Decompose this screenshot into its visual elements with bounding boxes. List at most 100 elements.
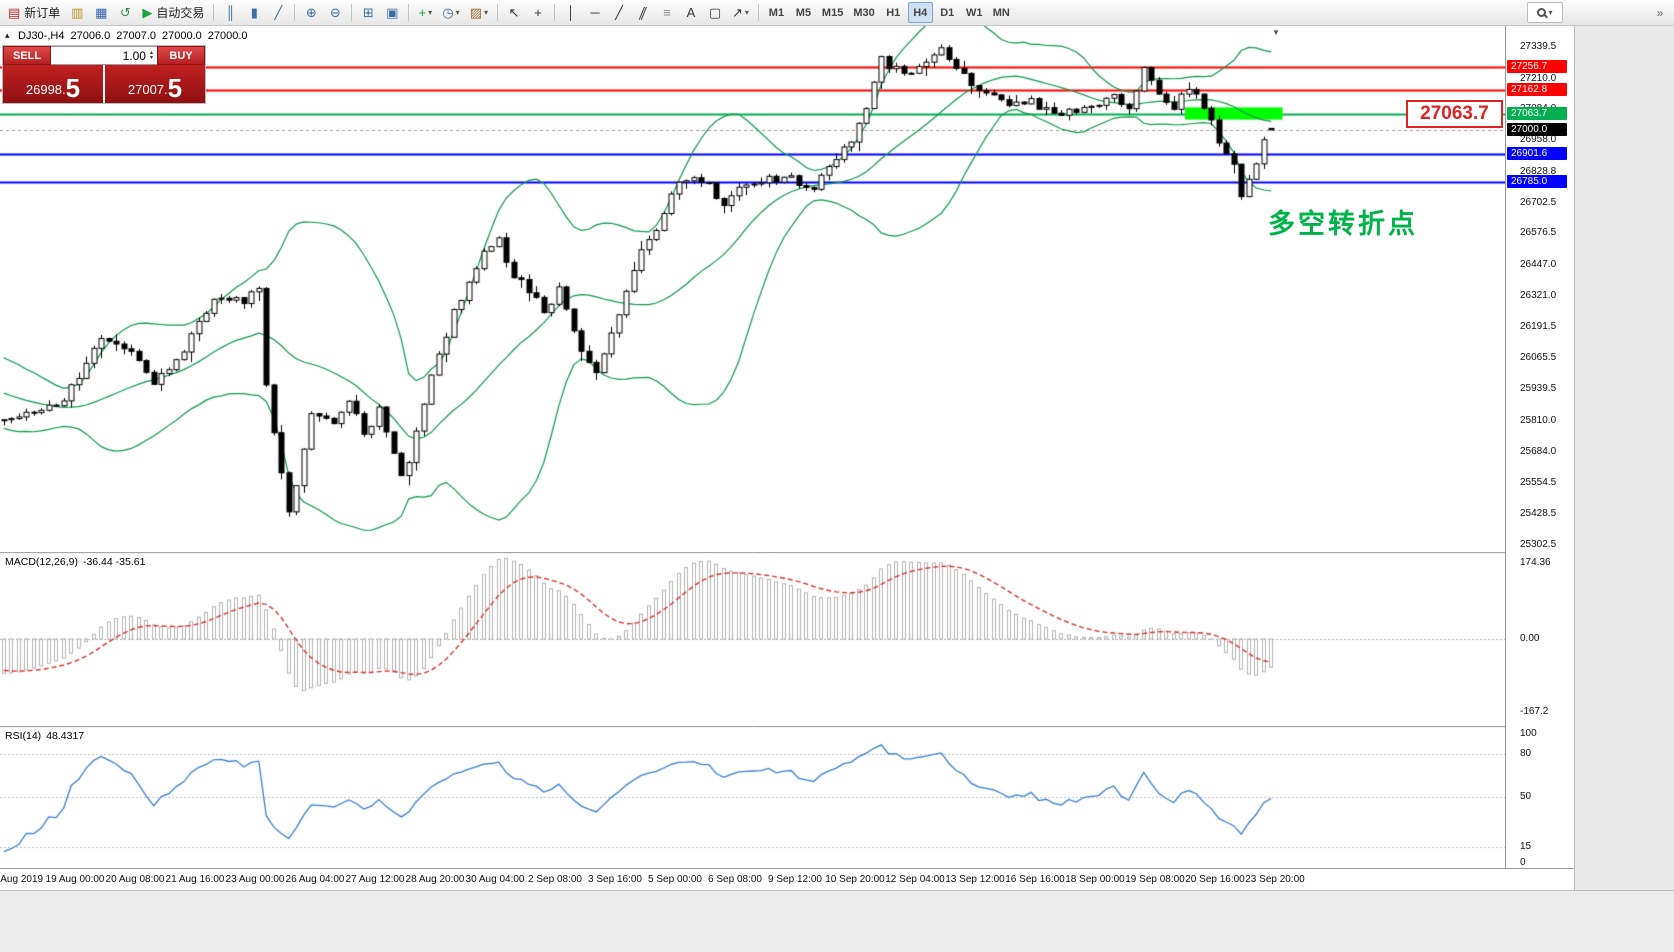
rsi-axis-label: 100 <box>1520 728 1537 739</box>
volume-value: 1.00 <box>122 48 146 63</box>
spin-up-icon[interactable]: ▴ <box>149 49 153 56</box>
trendline-icon: ╱ <box>615 5 623 20</box>
new-order-button[interactable]: ▤ 新订单 <box>4 2 64 23</box>
tile-windows-icon: ⊞ <box>362 5 374 20</box>
rsi-separator[interactable] <box>0 724 1505 728</box>
tile-windows-button[interactable]: ⊞ <box>357 2 379 23</box>
main-chart-canvas[interactable] <box>0 26 1505 552</box>
timeframe-h1-button[interactable]: H1 <box>886 6 901 19</box>
rsi-panel-canvas[interactable] <box>0 726 1505 868</box>
sell-price-big: 5 <box>65 72 81 103</box>
price-callout-label[interactable]: 27063.7 <box>1406 100 1503 128</box>
time-axis-label: 20 Sep 16:00 <box>1185 874 1245 885</box>
search-icon <box>1537 8 1547 17</box>
macd-panel-canvas[interactable] <box>0 552 1505 726</box>
toolbar-overflow-button[interactable]: » <box>1656 5 1664 20</box>
price-axis-label: 26321.0 <box>1520 289 1557 301</box>
autotrading-button[interactable]: ▶ 自动交易 <box>138 2 208 23</box>
bar-chart-button[interactable]: ║ <box>219 2 241 23</box>
price-axis-label: 25684.0 <box>1520 445 1557 457</box>
status-area <box>0 890 1674 952</box>
text-label-icon: ▢ <box>708 5 722 20</box>
toolbar-groups: ▤ 新订单 ▥ ▦ ↺ ▶ 自动交易 ║ ▮ ╱ ⊕ ⊖ ⊞ ▣ + ▾ ◷ ▾ ▨ ▾ ↖ + │ ─ ╱ ∥ ≡ A ▢ ↗ ▾ M1 M5… <box>3 0 1015 25</box>
search-button[interactable]: ▾ <box>1527 2 1563 23</box>
one-click-toggle-icon[interactable]: ▴ <box>5 30 10 40</box>
trendline-button[interactable]: ╱ <box>608 2 630 23</box>
time-axis-label: 16 Sep 16:00 <box>1005 874 1065 885</box>
buy-price-small: 27007. <box>127 82 168 97</box>
templates-icon: ▨ <box>469 5 482 20</box>
toolbar-separator <box>757 4 759 21</box>
toolbar-separator <box>497 4 498 21</box>
arrows-icon: ↗ <box>732 5 743 20</box>
arrows-button[interactable]: ↗ ▾ <box>728 2 753 23</box>
time-axis-label: 19 Aug 00:00 <box>45 874 105 885</box>
chart-shift-marker[interactable]: ▼ <box>1272 28 1280 37</box>
periods-button[interactable]: ◷ ▾ <box>438 2 463 23</box>
timeframe-mn-button[interactable]: MN <box>992 6 1010 19</box>
line-chart-button[interactable]: ╱ <box>267 2 289 23</box>
chevron-down-icon: ▾ <box>428 8 433 17</box>
cascade-windows-button[interactable]: ▣ <box>381 2 403 23</box>
spin-down-icon[interactable]: ▾ <box>149 54 153 61</box>
cursor-button[interactable]: ↖ <box>503 2 525 23</box>
refresh-button[interactable]: ↺ <box>114 2 136 23</box>
timeframe-m30-button[interactable]: M30 <box>853 6 875 19</box>
toolbar-separator <box>408 4 410 21</box>
time-axis-label: 13 Sep 12:00 <box>945 874 1005 885</box>
sell-button[interactable]: SELL <box>3 46 51 65</box>
timeframe-h4-button[interactable]: H4 <box>907 2 933 23</box>
timeframe-w1-button[interactable]: W1 <box>965 6 983 19</box>
toolbar-separator <box>554 4 555 21</box>
price-axis-label: 26191.5 <box>1520 321 1557 333</box>
macd-separator[interactable] <box>0 550 1505 554</box>
bar-chart-icon: ║ <box>225 5 235 20</box>
candlestick-chart-button[interactable]: ▮ <box>243 2 265 23</box>
price-axis-label: 25428.5 <box>1520 507 1557 519</box>
open-value: 27006.0 <box>70 30 111 42</box>
price-axis-label: 25302.5 <box>1520 538 1557 550</box>
time-axis-label: 21 Aug 16:00 <box>165 874 225 885</box>
toolbar-separator <box>351 4 353 21</box>
price-axis-label: 26828.8 <box>1520 165 1557 177</box>
volume-spinner[interactable]: ▴ ▾ <box>149 49 153 61</box>
text-label-button[interactable]: ▢ <box>704 2 726 23</box>
sell-price-button[interactable]: 26998. 5 <box>3 65 103 103</box>
time-axis-label: 23 Aug 00:00 <box>225 874 285 885</box>
buy-button[interactable]: BUY <box>157 46 205 65</box>
symbol-timeframe: DJ30-,H4 <box>18 30 65 42</box>
timeframe-m1-button[interactable]: M1 <box>768 6 785 19</box>
templates-button[interactable]: ▨ ▾ <box>466 2 492 23</box>
buy-price-big: 5 <box>167 72 183 103</box>
time-axis-label: 20 Aug 08:00 <box>105 874 165 885</box>
timeframe-m15-button[interactable]: M15 <box>821 6 844 19</box>
horizontal-line-button[interactable]: ─ <box>584 2 606 23</box>
time-axis-label: 27 Aug 12:00 <box>345 874 405 885</box>
price-axis-label: 26958.0 <box>1520 134 1557 146</box>
macd-label: MACD(12,26,9) -36.44 -35.61 <box>5 556 150 568</box>
text-button[interactable]: A <box>680 2 702 23</box>
chart-window-icon: ▥ <box>71 5 84 20</box>
indicators-button[interactable]: + ▾ <box>414 2 436 23</box>
time-axis-label: 3 Sep 16:00 <box>588 874 642 885</box>
zoom-in-button[interactable]: ⊕ <box>300 2 322 23</box>
volume-field[interactable]: 1.00 ▴ ▾ <box>51 46 157 65</box>
time-axis-label: 30 Aug 04:00 <box>465 874 525 885</box>
profiles-button[interactable]: ▦ <box>90 2 112 23</box>
price-axis-label: 27339.5 <box>1520 40 1557 52</box>
periods-icon: ◷ <box>442 5 454 20</box>
buy-price-button[interactable]: 27007. 5 <box>105 65 205 103</box>
equidistant-channel-button[interactable]: ∥ <box>632 2 654 23</box>
vertical-line-button[interactable]: │ <box>560 2 582 23</box>
timeframe-m5-button[interactable]: M5 <box>795 6 812 19</box>
zoom-out-button[interactable]: ⊖ <box>324 2 346 23</box>
autotrading-label: 自动交易 <box>156 6 205 20</box>
price-axis[interactable]: 27339.527210.027084.026958.026828.826702… <box>1505 26 1574 868</box>
crosshair-button[interactable]: + <box>527 2 549 23</box>
fibonacci-button[interactable]: ≡ <box>656 2 678 23</box>
rsi-label: RSI(14) 48.4317 <box>5 730 89 742</box>
timeframe-d1-button[interactable]: D1 <box>940 6 955 19</box>
chart-window-button[interactable]: ▥ <box>66 2 88 23</box>
